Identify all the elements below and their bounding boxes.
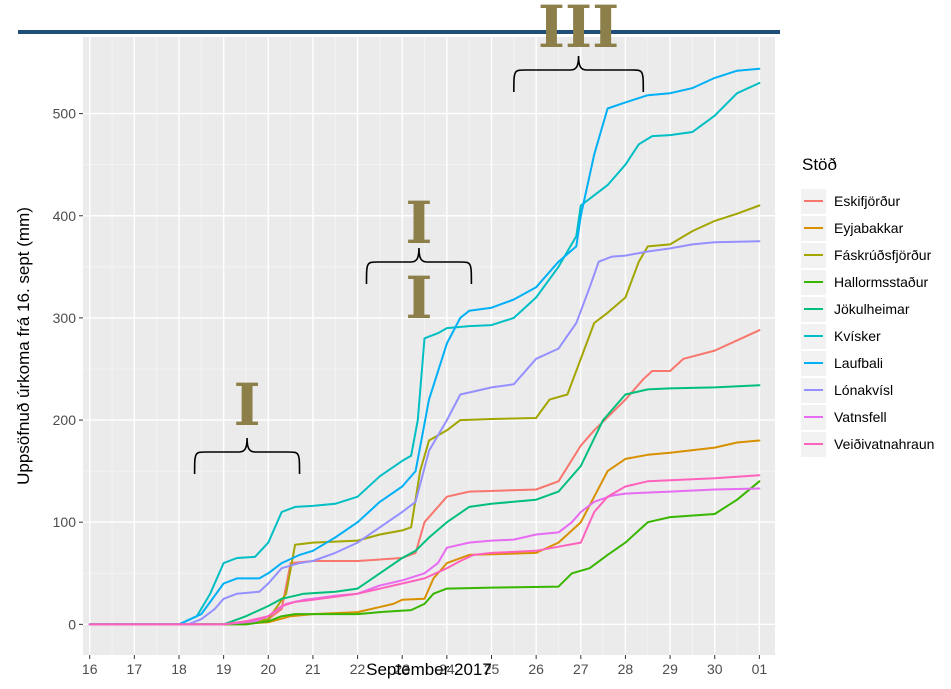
annotation-label: I: [405, 189, 432, 257]
annotation-label: I: [405, 264, 432, 332]
legend-label: Vatnsfell: [834, 409, 887, 425]
series-line-Jökulheimar: [88, 384, 761, 626]
x-tick-label: 20: [260, 661, 276, 677]
x-tick-label: 26: [528, 661, 544, 677]
y-tick-label: 500: [53, 106, 77, 122]
series-line-Kvísker: [88, 82, 761, 626]
series-line-Fáskrúðsfjörður: [88, 204, 761, 626]
x-tick-label: 21: [305, 661, 321, 677]
legend-label: Hallormsstaður: [834, 274, 928, 290]
x-tick-label: 16: [82, 661, 98, 677]
x-tick-label: 24: [439, 661, 455, 677]
y-axis-title: Uppsöfnuð úrkoma frá 16. sept (mm): [14, 207, 33, 485]
x-tick-label: 01: [752, 661, 768, 677]
x-tick-label: 25: [484, 661, 500, 677]
annotation-bracket: [365, 247, 473, 285]
legend-label: Lónakvísl: [834, 382, 893, 398]
legend-label: Fáskrúðsfjörður: [834, 247, 932, 263]
x-tick-label: 30: [707, 661, 723, 677]
series-line-Laufbali: [88, 67, 761, 626]
x-tick-label: 29: [662, 661, 678, 677]
legend-label: Veiðivatnahraun: [834, 436, 934, 452]
x-axis-ticks: 16 17 18 19 20 21 22 23 24 25 26 27 28 29 30 01: [82, 655, 767, 677]
x-tick-label: 22: [350, 661, 366, 677]
grid-minor: [83, 37, 775, 655]
legend-label: Kvísker: [834, 328, 881, 344]
series-line-Hallormsstaður: [88, 480, 761, 626]
y-tick-label: 300: [53, 310, 77, 326]
annotation-label: III: [538, 0, 619, 61]
y-tick-label: 400: [53, 208, 77, 224]
legend-label: Jökulheimar: [834, 301, 910, 317]
legend-label: Laufbali: [834, 355, 883, 371]
x-tick-label: 27: [573, 661, 589, 677]
x-tick-label: 23: [394, 661, 410, 677]
series-layer: [88, 67, 761, 626]
x-tick-label: 17: [127, 661, 143, 677]
legend-title: Stöð: [802, 155, 837, 174]
x-tick-label: 18: [171, 661, 187, 677]
series-line-Lónakvísl: [88, 240, 761, 626]
y-tick-label: 0: [68, 616, 76, 632]
annotation-label: I: [234, 371, 261, 439]
legend-items: Eskifjörður Eyjabakkar Fáskrúðsfjörður Hall…: [801, 189, 934, 457]
legend: Stöð Eskifjörður Eyjabakkar Fáskrúðsfjörðu…: [801, 155, 934, 457]
y-tick-label: 200: [53, 412, 77, 428]
series-line-Veiðivatnahraun: [88, 474, 761, 626]
x-tick-label: 28: [618, 661, 634, 677]
legend-label: Eyjabakkar: [834, 220, 904, 236]
plot-panel: [83, 37, 775, 655]
annotation-bracket: [193, 437, 301, 475]
legend-label: Eskifjörður: [834, 193, 900, 209]
y-axis-ticks: 0 100 200 300 400 500: [53, 106, 83, 632]
y-tick-label: 100: [53, 514, 77, 530]
x-tick-label: 19: [216, 661, 232, 677]
annotation-bracket: [513, 55, 645, 93]
x-axis-title: September 2017: [366, 660, 492, 679]
